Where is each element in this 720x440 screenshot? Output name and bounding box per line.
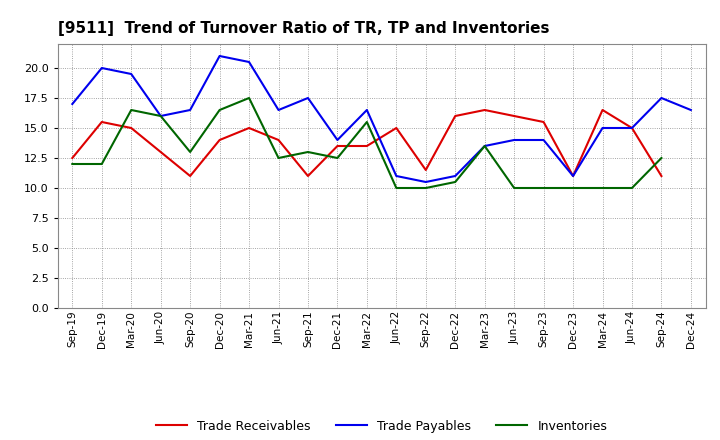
Text: [9511]  Trend of Turnover Ratio of TR, TP and Inventories: [9511] Trend of Turnover Ratio of TR, TP… [58, 21, 549, 36]
Line: Trade Receivables: Trade Receivables [72, 110, 662, 176]
Trade Receivables [628, 125, 636, 131]
Inventories [628, 185, 636, 191]
Inventories [451, 180, 459, 185]
Trade Receivables [274, 137, 283, 143]
Trade Receivables [245, 125, 253, 131]
Trade Receivables [657, 173, 666, 179]
Inventories [97, 161, 106, 167]
Inventories [245, 95, 253, 101]
Trade Receivables [569, 173, 577, 179]
Trade Payables [392, 173, 400, 179]
Trade Receivables [97, 119, 106, 125]
Trade Receivables [421, 167, 430, 172]
Trade Payables [215, 53, 224, 59]
Trade Payables [245, 59, 253, 65]
Trade Payables [127, 71, 135, 77]
Inventories [539, 185, 548, 191]
Inventories [156, 114, 165, 119]
Inventories [215, 107, 224, 113]
Trade Receivables [480, 107, 489, 113]
Trade Payables [304, 95, 312, 101]
Trade Payables [657, 95, 666, 101]
Trade Payables [598, 125, 607, 131]
Trade Payables [68, 101, 76, 106]
Inventories [421, 185, 430, 191]
Trade Receivables [127, 125, 135, 131]
Inventories [363, 119, 372, 125]
Inventories [480, 143, 489, 149]
Trade Payables [539, 137, 548, 143]
Inventories [186, 149, 194, 154]
Trade Payables [628, 125, 636, 131]
Trade Payables [363, 107, 372, 113]
Inventories [127, 107, 135, 113]
Trade Receivables [333, 143, 342, 149]
Trade Payables [510, 137, 518, 143]
Trade Payables [156, 114, 165, 119]
Trade Payables [569, 173, 577, 179]
Trade Receivables [451, 114, 459, 119]
Trade Payables [421, 180, 430, 185]
Legend: Trade Receivables, Trade Payables, Inventories: Trade Receivables, Trade Payables, Inven… [151, 414, 612, 437]
Trade Receivables [68, 155, 76, 161]
Inventories [304, 149, 312, 154]
Trade Receivables [510, 114, 518, 119]
Inventories [510, 185, 518, 191]
Trade Receivables [392, 125, 400, 131]
Trade Payables [687, 107, 696, 113]
Trade Receivables [304, 173, 312, 179]
Inventories [392, 185, 400, 191]
Trade Payables [186, 107, 194, 113]
Trade Receivables [363, 143, 372, 149]
Trade Receivables [215, 137, 224, 143]
Line: Inventories: Inventories [72, 98, 662, 188]
Trade Payables [480, 143, 489, 149]
Trade Payables [333, 137, 342, 143]
Trade Receivables [598, 107, 607, 113]
Trade Payables [97, 66, 106, 71]
Inventories [569, 185, 577, 191]
Inventories [68, 161, 76, 167]
Inventories [274, 155, 283, 161]
Inventories [598, 185, 607, 191]
Trade Payables [274, 107, 283, 113]
Trade Receivables [156, 149, 165, 154]
Trade Receivables [186, 173, 194, 179]
Inventories [333, 155, 342, 161]
Trade Receivables [539, 119, 548, 125]
Trade Payables [451, 173, 459, 179]
Inventories [657, 155, 666, 161]
Line: Trade Payables: Trade Payables [72, 56, 691, 182]
